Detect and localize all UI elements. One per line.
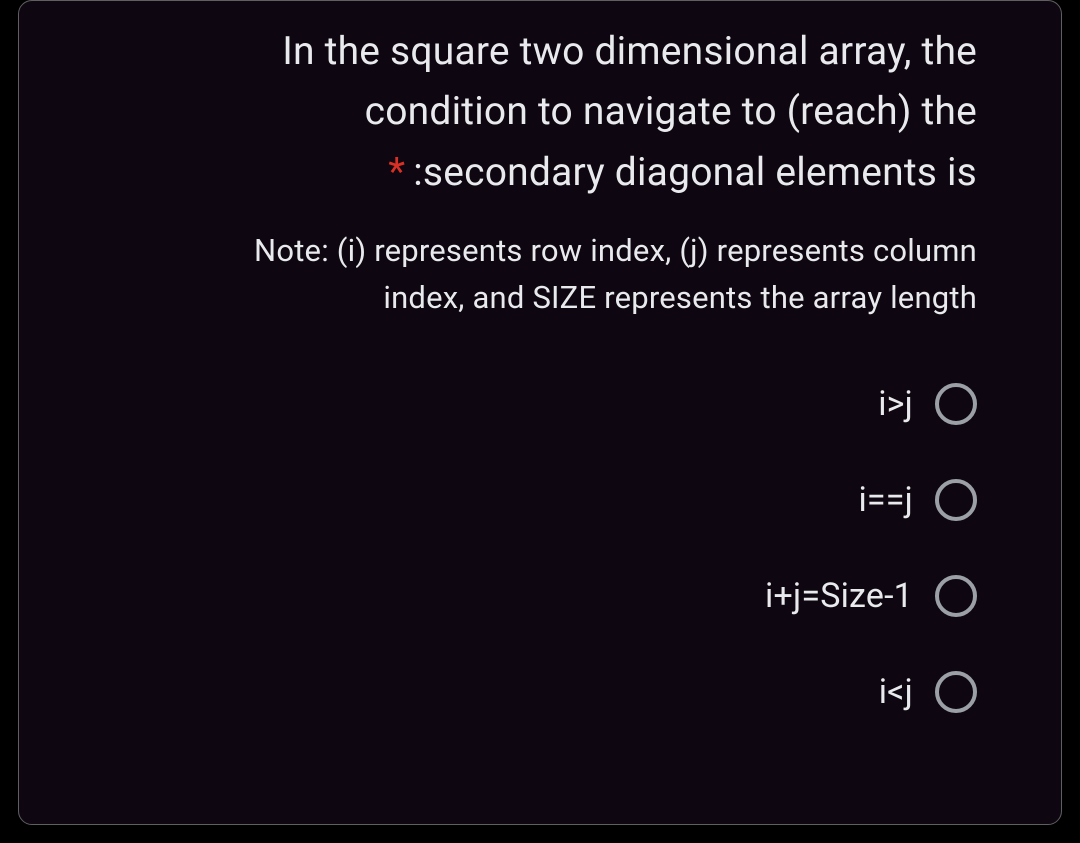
option-row[interactable]: i<j (59, 671, 977, 713)
note-line-1: Note: (i) represents row index, (j) repr… (59, 228, 977, 275)
option-label: i<j (879, 672, 913, 712)
question-line-3: *:secondary diagonal elements is (59, 142, 977, 202)
question-line-2: condition to navigate to (reach) the (59, 81, 977, 141)
radio-icon[interactable] (935, 575, 977, 617)
option-label: i>j (878, 384, 913, 424)
question-text-block: In the square two dimensional array, the… (59, 21, 977, 202)
options-list: i>j i==j i+j=Size-1 i<j (59, 383, 977, 713)
option-row[interactable]: i>j (59, 383, 977, 425)
radio-icon[interactable] (935, 671, 977, 713)
required-asterisk: * (388, 149, 405, 195)
question-line-3-text: :secondary diagonal elements is (413, 149, 977, 195)
option-label: i+j=Size-1 (765, 576, 913, 616)
note-line-2: index, and SIZE represents the array len… (59, 275, 977, 322)
option-label: i==j (858, 480, 913, 520)
option-row[interactable]: i+j=Size-1 (59, 575, 977, 617)
radio-icon[interactable] (935, 383, 977, 425)
option-row[interactable]: i==j (59, 479, 977, 521)
note-text-block: Note: (i) represents row index, (j) repr… (59, 228, 977, 321)
question-line-1: In the square two dimensional array, the (59, 21, 977, 81)
radio-icon[interactable] (935, 479, 977, 521)
question-card: In the square two dimensional array, the… (18, 0, 1062, 825)
